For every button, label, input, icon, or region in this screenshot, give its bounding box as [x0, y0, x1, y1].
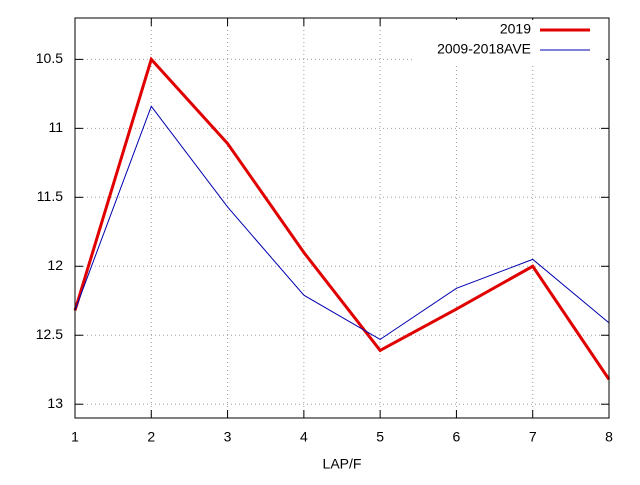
x-axis-label: LAP/F: [323, 456, 362, 472]
y-tick-label: 12.5: [36, 326, 63, 342]
x-tick-label: 6: [453, 429, 461, 445]
plot-border: [74, 17, 610, 419]
y-tick-label: 13: [47, 395, 63, 411]
legend-label: 2009-2018AVE: [437, 41, 531, 57]
x-tick-label: 2: [147, 429, 155, 445]
y-tick-label: 12: [47, 257, 63, 273]
x-tick-label: 1: [71, 429, 79, 445]
x-tick-label: 5: [376, 429, 384, 445]
x-tick-label: 4: [300, 429, 308, 445]
y-tick-label: 11.5: [37, 188, 63, 204]
x-tick-label: 7: [529, 429, 537, 445]
legend-background: [415, 20, 606, 64]
y-tick-label: 11: [48, 119, 63, 135]
x-tick-label: 3: [224, 429, 232, 445]
y-tick-label: 10.5: [36, 50, 63, 66]
data-line: [74, 105, 610, 340]
x-tick-label: 8: [605, 429, 613, 445]
legend-label: 2019: [500, 21, 531, 37]
data-line: [73, 56, 611, 381]
